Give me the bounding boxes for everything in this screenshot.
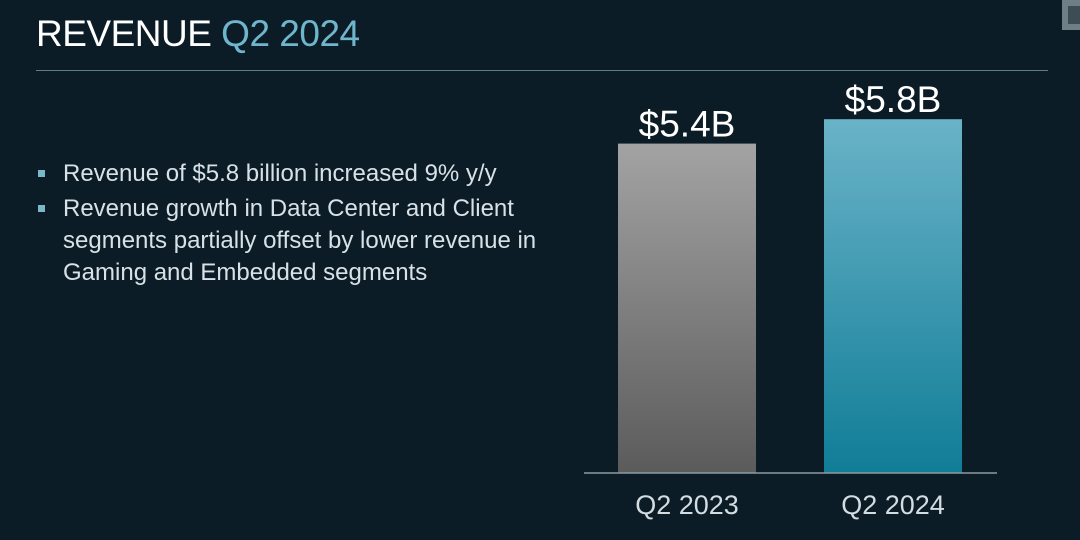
x-tick-label: Q2 2023 — [635, 490, 739, 520]
bullet-list: Revenue of $5.8 billion increased 9% y/y… — [36, 158, 556, 292]
title-divider — [36, 70, 1048, 71]
bullet-square-icon — [38, 170, 45, 177]
bullet-item: Revenue of $5.8 billion increased 9% y/y — [36, 158, 556, 190]
bullet-square-icon — [38, 205, 45, 212]
corner-logo-icon — [1062, 0, 1080, 30]
title-main: REVENUE — [36, 13, 212, 54]
bar-q2-2023 — [618, 143, 756, 473]
bar-q2-2024 — [824, 119, 962, 473]
revenue-bar-chart: $5.4B Q2 2023 $5.8B Q2 2024 — [584, 80, 997, 520]
title-accent: Q2 2024 — [221, 13, 360, 54]
bullet-item: Revenue growth in Data Center and Client… — [36, 193, 556, 289]
x-tick-label: Q2 2024 — [841, 490, 945, 520]
page-title: REVENUE Q2 2024 — [36, 12, 360, 56]
data-label: $5.4B — [639, 104, 736, 145]
bullet-text: Revenue growth in Data Center and Client… — [63, 195, 537, 286]
bullet-text: Revenue of $5.8 billion increased 9% y/y — [63, 160, 497, 187]
data-label: $5.8B — [845, 80, 942, 120]
